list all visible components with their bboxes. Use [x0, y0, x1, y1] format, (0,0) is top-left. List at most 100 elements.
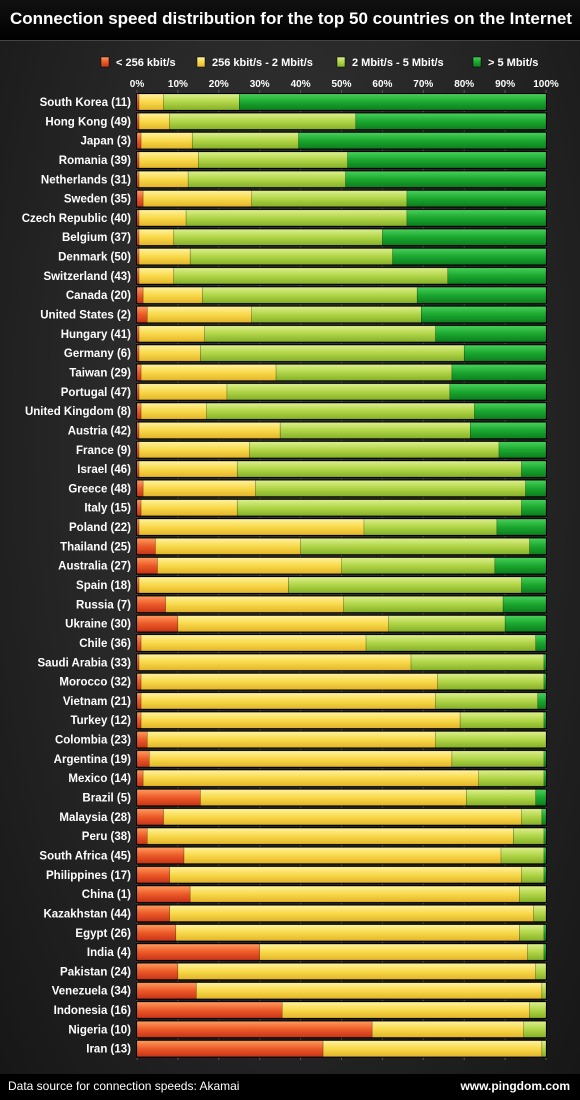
- bar-segment-256-kbit-s: [136, 499, 142, 516]
- country-label: Malaysia (28): [59, 812, 131, 824]
- legend-label: 2 Mbit/s - 5 Mbit/s: [352, 57, 444, 69]
- bar-segment-256-kbit-s-2-mbit-s: [140, 402, 207, 420]
- bar-segment-2-mbit-s-5-mbit-s: [521, 808, 543, 826]
- bar-segment-256-kbit-s: [136, 827, 148, 845]
- bar-segment-5-mbit-s: [406, 190, 547, 207]
- bar-segment-256-kbit-s: [136, 750, 150, 768]
- bar-segment-2-mbit-s-5-mbit-s: [529, 1001, 547, 1019]
- x-tick-label: 0%: [130, 79, 145, 90]
- x-tick-label: 50%: [331, 79, 351, 90]
- bar-segment-2-mbit-s-5-mbit-s: [435, 731, 547, 748]
- bar-segment-2-mbit-s-5-mbit-s: [521, 866, 545, 884]
- bar-segment-256-kbit-s: [136, 847, 185, 864]
- bar-segment-2-mbit-s-5-mbit-s: [191, 132, 299, 149]
- bar-row-austria-42: [136, 421, 547, 440]
- bar-segment-256-kbit-s: [136, 248, 140, 265]
- bar-row-italy-15: [136, 498, 547, 517]
- bar-segment-256-kbit-s-2-mbit-s: [140, 711, 461, 729]
- bar-segment-256-kbit-s: [136, 113, 140, 130]
- bar-segment-256-kbit-s-2-mbit-s: [138, 93, 164, 111]
- bar-segment-2-mbit-s-5-mbit-s: [341, 557, 496, 574]
- bar-segment-256-kbit-s-2-mbit-s: [140, 692, 436, 710]
- bar-segment-2-mbit-s-5-mbit-s: [163, 93, 240, 111]
- bar-segment-2-mbit-s-5-mbit-s: [410, 654, 545, 671]
- bar-segment-5-mbit-s: [494, 557, 547, 574]
- bar-segment-256-kbit-s-2-mbit-s: [175, 924, 520, 942]
- bar-segment-2-mbit-s-5-mbit-s: [198, 151, 348, 169]
- bar-segment-2-mbit-s-5-mbit-s: [206, 402, 475, 420]
- legend-label: 256 kbit/s - 2 Mbit/s: [212, 57, 313, 69]
- bar-segment-256-kbit-s-2-mbit-s: [146, 731, 436, 748]
- bar-segment-256-kbit-s-2-mbit-s: [146, 306, 252, 323]
- country-label: Venezuela (34): [52, 986, 131, 998]
- bar-row-vietnam-21: [136, 691, 547, 710]
- bar-segment-256-kbit-s: [136, 132, 142, 149]
- bar-segment-5-mbit-s: [449, 383, 547, 401]
- bar-segment-256-kbit-s-2-mbit-s: [138, 518, 365, 536]
- bar-segment-5-mbit-s: [543, 827, 547, 845]
- bar-segment-5-mbit-s: [421, 306, 547, 323]
- bar-row-morocco-32: [136, 672, 547, 691]
- bar-segment-256-kbit-s-2-mbit-s: [142, 480, 256, 497]
- bar-segment-2-mbit-s-5-mbit-s: [435, 692, 539, 710]
- bar-row-turkey-12: [136, 711, 547, 730]
- bar-row-united-states-2: [136, 305, 547, 324]
- country-label: United States (2): [40, 310, 131, 322]
- bar-segment-5-mbit-s: [543, 769, 547, 787]
- country-labels: South Korea (11) Hong Kong (49) Japan (3) R…: [22, 97, 131, 1056]
- bar-row-switzerland-43: [136, 266, 547, 285]
- bar-segment-5-mbit-s: [416, 286, 547, 304]
- bar-segment-256-kbit-s-2-mbit-s: [138, 228, 175, 246]
- bar-segment-2-mbit-s-5-mbit-s: [513, 827, 545, 845]
- country-label: Indonesia (16): [54, 1005, 131, 1017]
- bar-segment-5-mbit-s: [474, 402, 547, 420]
- bar-segment-5-mbit-s: [529, 538, 547, 555]
- bar-segment-5-mbit-s: [543, 866, 547, 884]
- bar-segment-256-kbit-s-2-mbit-s: [138, 654, 412, 671]
- bar-segment-256-kbit-s: [136, 538, 156, 555]
- bar-segment-256-kbit-s: [136, 344, 140, 362]
- bar-row-indonesia-16: [136, 1001, 547, 1020]
- bar-segment-256-kbit-s: [136, 769, 144, 787]
- legend-swatch: [472, 56, 482, 68]
- bar-row-ukraine-30: [136, 614, 547, 633]
- bar-row-thailand-25: [136, 537, 547, 556]
- country-label: South Korea (11): [40, 97, 132, 109]
- country-label: Iran (13): [86, 1044, 131, 1056]
- bar-row-sweden-35: [136, 189, 547, 208]
- bar-segment-2-mbit-s-5-mbit-s: [189, 248, 393, 265]
- bar-segment-256-kbit-s-2-mbit-s: [138, 325, 205, 343]
- bar-segment-256-kbit-s-2-mbit-s: [177, 963, 537, 980]
- bar-segment-5-mbit-s: [447, 267, 547, 285]
- title-bar: Connection speed distribution for the to…: [0, 0, 580, 41]
- bar-segment-5-mbit-s: [543, 750, 547, 768]
- bar-segment-2-mbit-s-5-mbit-s: [226, 383, 451, 401]
- bar-row-united-kingdom-8: [136, 402, 547, 421]
- bar-segment-256-kbit-s-2-mbit-s: [165, 596, 344, 613]
- bar-segment-256-kbit-s: [136, 692, 142, 710]
- bar-segment-5-mbit-s: [525, 480, 547, 497]
- bar-segment-5-mbit-s: [239, 93, 547, 111]
- bar-row-czech-republic-40: [136, 208, 547, 227]
- bar-row-hungary-41: [136, 324, 547, 343]
- country-label: Colombia (23): [55, 735, 131, 747]
- bar-row-netherlands-31: [136, 170, 547, 189]
- bar-segment-2-mbit-s-5-mbit-s: [185, 209, 408, 227]
- country-label: Hong Kong (49): [45, 116, 131, 128]
- bar-segment-2-mbit-s-5-mbit-s: [541, 982, 547, 999]
- bar-row-portugal-47: [136, 382, 547, 401]
- bar-row-brazil-5: [136, 788, 547, 807]
- bar-row-russia-7: [136, 595, 547, 614]
- bar-segment-256-kbit-s: [136, 422, 140, 439]
- bar-segment-256-kbit-s: [136, 808, 164, 826]
- bar-segment-256-kbit-s: [136, 711, 142, 729]
- legend-swatch: [336, 56, 346, 68]
- bar-segment-256-kbit-s: [136, 1040, 324, 1057]
- bar-row-taiwan-29: [136, 363, 547, 382]
- bar-row-malaysia-28: [136, 807, 547, 826]
- bar-segment-256-kbit-s-2-mbit-s: [371, 1021, 524, 1038]
- bar-segment-5-mbit-s: [535, 634, 547, 652]
- bar-segment-256-kbit-s: [136, 866, 170, 884]
- bar-segment-5-mbit-s: [435, 325, 547, 343]
- bar-segment-2-mbit-s-5-mbit-s: [173, 228, 383, 246]
